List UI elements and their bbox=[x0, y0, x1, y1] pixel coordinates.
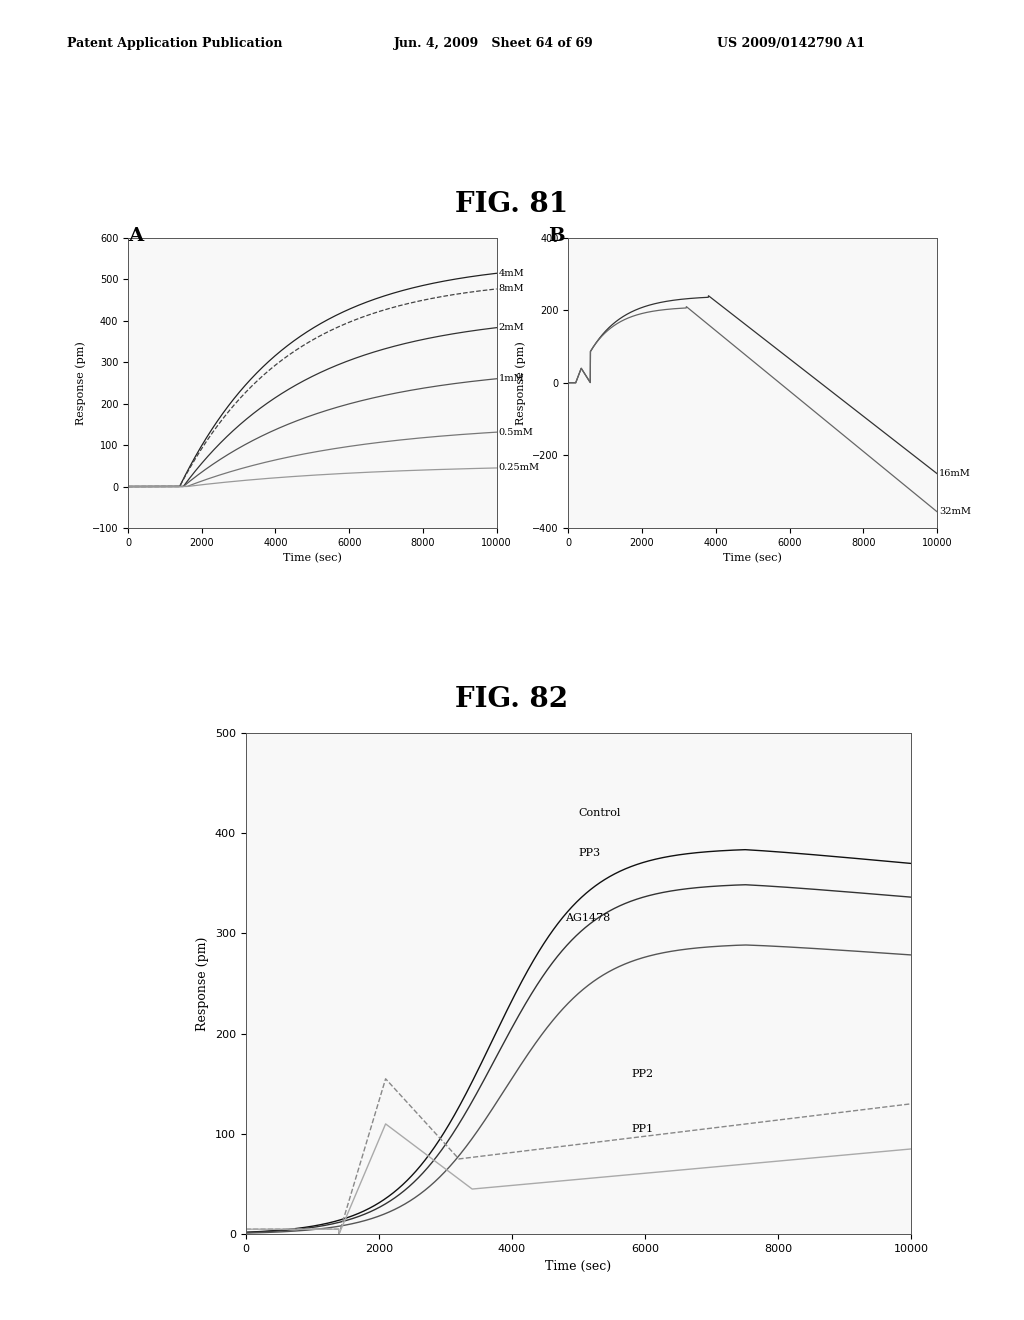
Y-axis label: Response (pm): Response (pm) bbox=[76, 341, 86, 425]
X-axis label: Time (sec): Time (sec) bbox=[283, 553, 342, 564]
Text: 1mM: 1mM bbox=[499, 375, 524, 383]
Text: PP2: PP2 bbox=[632, 1069, 654, 1078]
Text: A: A bbox=[128, 227, 143, 246]
Text: 32mM: 32mM bbox=[939, 507, 971, 516]
Y-axis label: Response (pm): Response (pm) bbox=[516, 341, 526, 425]
Text: FIG. 82: FIG. 82 bbox=[456, 686, 568, 713]
Text: Jun. 4, 2009   Sheet 64 of 69: Jun. 4, 2009 Sheet 64 of 69 bbox=[394, 37, 594, 50]
Text: PP1: PP1 bbox=[632, 1123, 654, 1134]
Text: 16mM: 16mM bbox=[939, 469, 971, 478]
Text: 0.25mM: 0.25mM bbox=[499, 463, 540, 473]
Text: FIG. 81: FIG. 81 bbox=[456, 191, 568, 218]
Text: Patent Application Publication: Patent Application Publication bbox=[67, 37, 282, 50]
Text: AG1478: AG1478 bbox=[565, 913, 610, 923]
Text: Control: Control bbox=[579, 808, 621, 818]
X-axis label: Time (sec): Time (sec) bbox=[546, 1259, 611, 1272]
Text: 4mM: 4mM bbox=[499, 269, 524, 277]
Y-axis label: Response (pm): Response (pm) bbox=[197, 936, 209, 1031]
Text: 8mM: 8mM bbox=[499, 284, 524, 293]
Text: 0.5mM: 0.5mM bbox=[499, 428, 534, 437]
Text: US 2009/0142790 A1: US 2009/0142790 A1 bbox=[717, 37, 865, 50]
Text: 2mM: 2mM bbox=[499, 323, 524, 333]
Text: B: B bbox=[548, 227, 564, 246]
Text: PP3: PP3 bbox=[579, 847, 601, 858]
X-axis label: Time (sec): Time (sec) bbox=[723, 553, 782, 564]
